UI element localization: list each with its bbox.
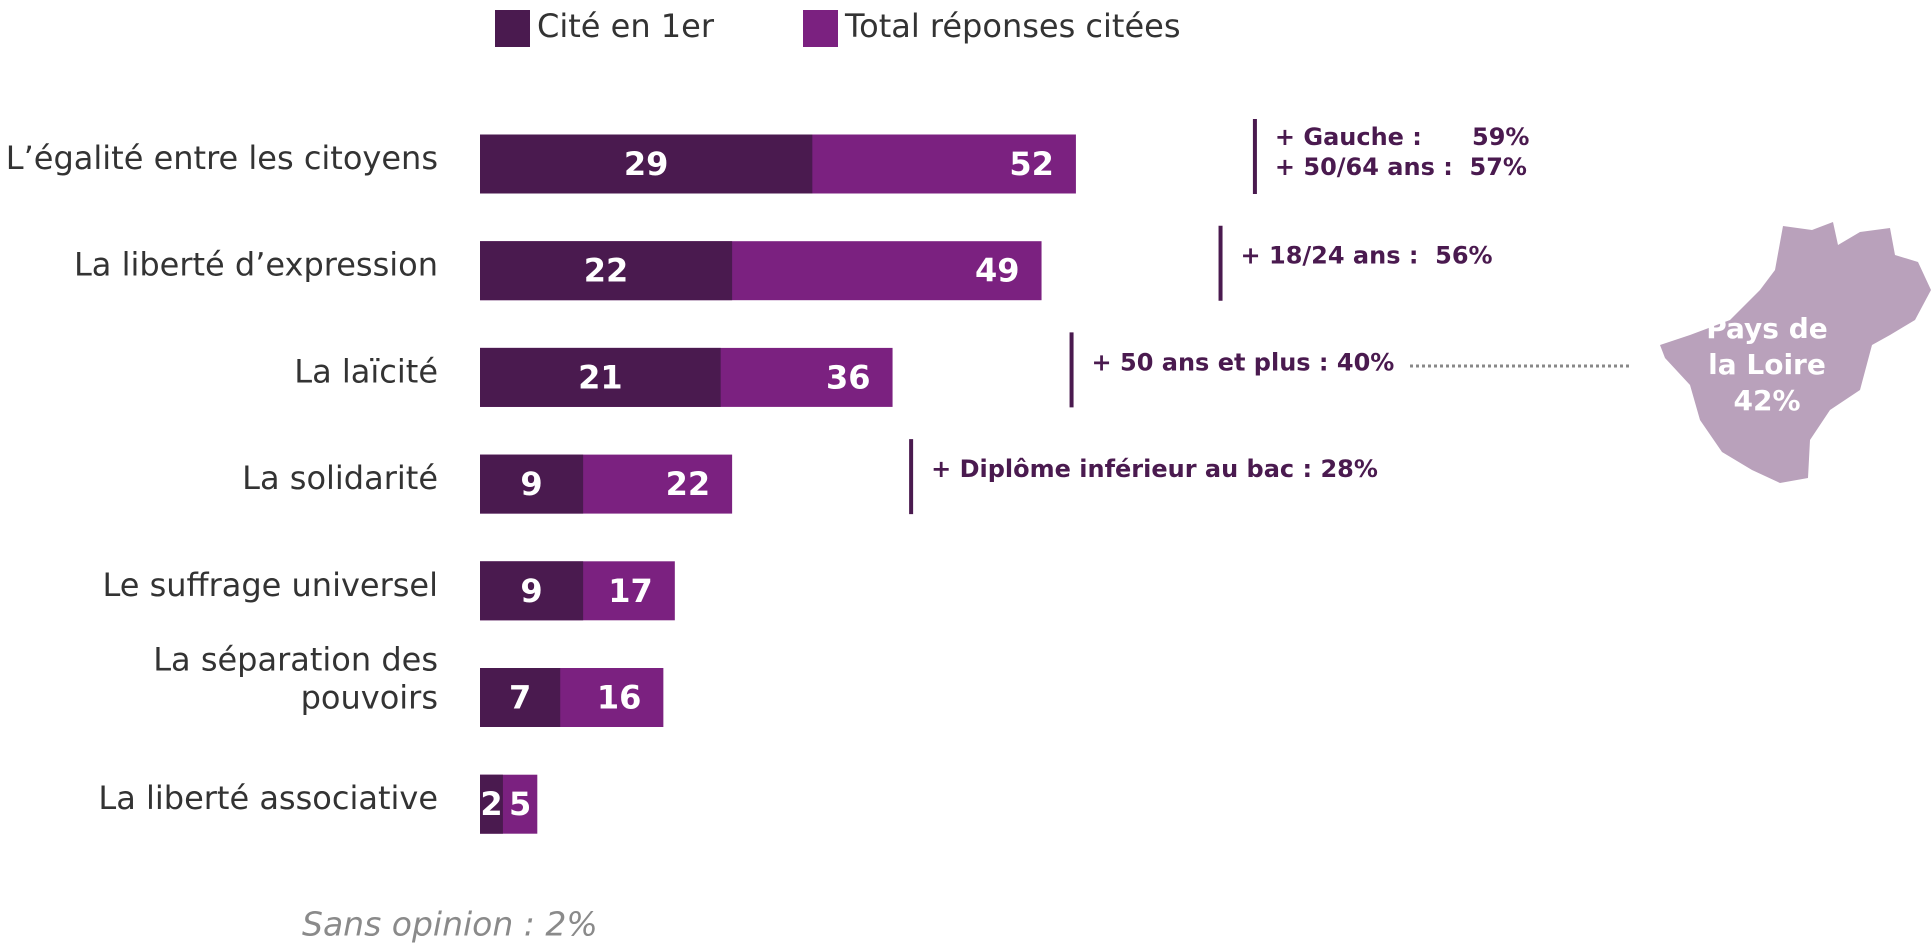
category-label: La liberté d’expression: [74, 246, 438, 284]
annotation-text: + 18/24 ans : 56%: [1241, 242, 1493, 270]
category-label: La liberté associative: [98, 779, 438, 817]
category-label: pouvoirs: [301, 679, 438, 717]
category-label: La séparation des: [153, 641, 438, 679]
footnote: Sans opinion : 2%: [302, 905, 598, 944]
annotation-text: + Diplôme inférieur au bac : 28%: [931, 455, 1378, 483]
value-label: 22: [584, 252, 629, 290]
legend-label: Cité en 1er: [537, 7, 715, 45]
category-label: La laïcité: [294, 352, 438, 390]
value-label: 17: [608, 572, 653, 610]
map-label: la Loire: [1708, 348, 1826, 381]
bar: [480, 134, 813, 194]
value-label: 21: [578, 358, 623, 396]
annotation-text: + 50/64 ans : 57%: [1275, 153, 1527, 181]
value-label: 36: [826, 358, 871, 396]
value-label: 7: [509, 679, 531, 717]
value-label: 22: [666, 465, 711, 503]
legend-swatch: [495, 10, 530, 47]
map-shape: [1660, 222, 1931, 483]
bar: [480, 347, 721, 407]
value-label: 9: [520, 572, 542, 610]
value-label: 52: [1009, 145, 1054, 183]
bar: [480, 454, 584, 514]
value-label: 16: [597, 679, 642, 717]
legend-swatch: [803, 10, 838, 47]
category-label: Le suffrage universel: [102, 566, 438, 604]
value-label: 29: [624, 145, 669, 183]
bar: [480, 241, 733, 301]
legend-label: Total réponses citées: [844, 7, 1181, 45]
category-label: L’égalité entre les citoyens: [6, 139, 438, 177]
map-label: Pays de: [1706, 312, 1828, 345]
annotation-text: + Gauche : 59%: [1275, 123, 1530, 151]
value-label: 2: [480, 785, 502, 823]
bar: [480, 561, 584, 621]
value-label: 9: [520, 465, 542, 503]
value-label: 5: [509, 785, 531, 823]
value-label: 49: [975, 252, 1020, 290]
map-label: 42%: [1733, 384, 1800, 417]
bar: [480, 668, 561, 727]
category-label: La solidarité: [242, 459, 438, 497]
bar: [480, 774, 503, 834]
annotation-text: + 50 ans et plus : 40%: [1092, 348, 1395, 376]
